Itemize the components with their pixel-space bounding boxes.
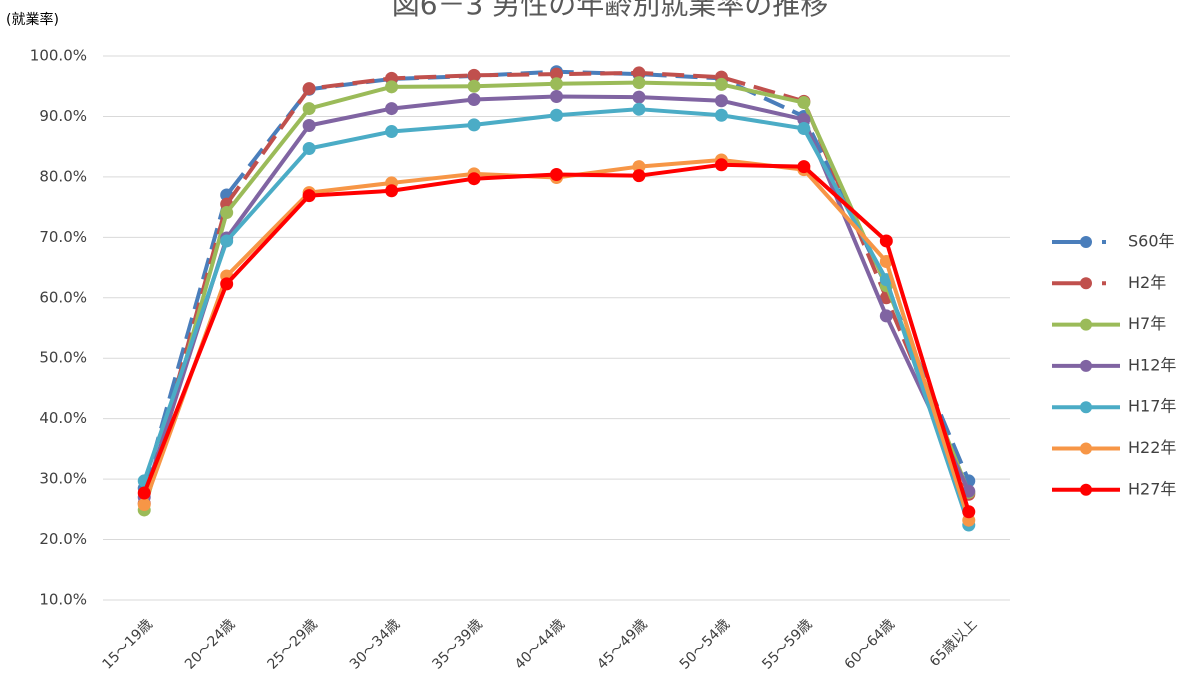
data-point <box>714 108 728 122</box>
data-point <box>220 234 234 248</box>
legend-label: S60年 <box>1128 232 1175 251</box>
x-tick-label: 55～59歳 <box>759 616 815 672</box>
data-point <box>550 108 563 122</box>
data-point <box>385 80 399 94</box>
x-tick-label: 25～29歳 <box>264 616 320 672</box>
x-tick-label: 15～19歳 <box>100 616 156 672</box>
y-axis-label: (就業率) <box>6 11 59 28</box>
data-point <box>550 67 563 81</box>
y-tick-label: 60.0% <box>39 288 87 306</box>
x-tick-label: 20～24歳 <box>182 616 238 672</box>
data-point <box>879 234 893 248</box>
data-point <box>550 89 563 103</box>
data-point <box>797 96 811 110</box>
data-point <box>797 112 811 126</box>
y-tick-label: 80.0% <box>39 167 87 185</box>
data-point <box>302 141 316 155</box>
legend-marker <box>1080 483 1092 496</box>
legend-marker <box>1080 401 1092 414</box>
data-point <box>632 169 646 183</box>
data-point <box>467 118 481 132</box>
data-point <box>632 66 646 80</box>
legend-marker <box>1080 359 1092 372</box>
data-point <box>797 122 811 136</box>
chart-title: 図6－3 男性の年齢別就業率の推移 <box>392 0 829 21</box>
legend-marker <box>1080 277 1092 290</box>
data-point <box>220 277 234 291</box>
data-point <box>632 76 646 90</box>
data-point <box>467 79 481 93</box>
data-point <box>714 77 728 91</box>
legend-label: H27年 <box>1128 479 1176 498</box>
legend-marker <box>1080 318 1092 331</box>
data-point <box>302 102 316 116</box>
data-point <box>879 309 893 323</box>
data-point <box>137 486 151 500</box>
data-point <box>550 77 563 91</box>
x-tick-label: 65歳以上 <box>927 616 981 670</box>
legend-label: H12年 <box>1128 355 1176 374</box>
y-tick-label: 70.0% <box>39 228 87 246</box>
data-point <box>962 505 976 519</box>
y-tick-label: 90.0% <box>39 107 87 125</box>
y-tick-label: 20.0% <box>39 530 87 548</box>
data-point <box>385 125 399 139</box>
data-point <box>385 102 399 116</box>
data-point <box>220 206 234 220</box>
x-tick-label: 45～49歳 <box>594 616 650 672</box>
data-point <box>302 82 316 96</box>
data-point <box>714 94 728 108</box>
y-tick-label: 10.0% <box>39 591 87 609</box>
data-point <box>385 184 399 198</box>
y-tick-label: 50.0% <box>39 349 87 367</box>
x-tick-label: 50～54歳 <box>677 616 733 672</box>
series-line <box>142 70 971 504</box>
data-point <box>302 189 316 203</box>
x-tick-label: 30～34歳 <box>347 616 403 672</box>
x-tick-label: 40～44歳 <box>512 616 568 672</box>
data-point <box>632 160 646 174</box>
series-line <box>142 157 971 521</box>
data-point <box>714 158 728 172</box>
legend-label: H7年 <box>1128 314 1166 333</box>
legend-marker <box>1080 236 1092 248</box>
legend-label: H22年 <box>1128 438 1176 457</box>
series-line <box>142 69 971 489</box>
data-point <box>467 93 481 107</box>
data-point <box>632 90 646 104</box>
legend-label: H2年 <box>1128 273 1166 292</box>
x-tick-label: 35～39歳 <box>429 616 485 672</box>
legend-label: H17年 <box>1128 397 1176 416</box>
y-tick-label: 100.0% <box>30 47 87 65</box>
y-tick-label: 30.0% <box>39 470 87 488</box>
x-tick-label: 60～64歳 <box>842 616 898 672</box>
y-tick-label: 40.0% <box>39 409 87 427</box>
series-line <box>142 94 971 498</box>
data-point <box>797 160 811 174</box>
data-point <box>550 167 563 181</box>
data-point <box>467 172 481 186</box>
data-point <box>302 119 316 133</box>
data-point <box>632 102 646 116</box>
legend-marker <box>1080 442 1092 455</box>
data-point <box>137 497 151 511</box>
data-point <box>467 68 481 82</box>
